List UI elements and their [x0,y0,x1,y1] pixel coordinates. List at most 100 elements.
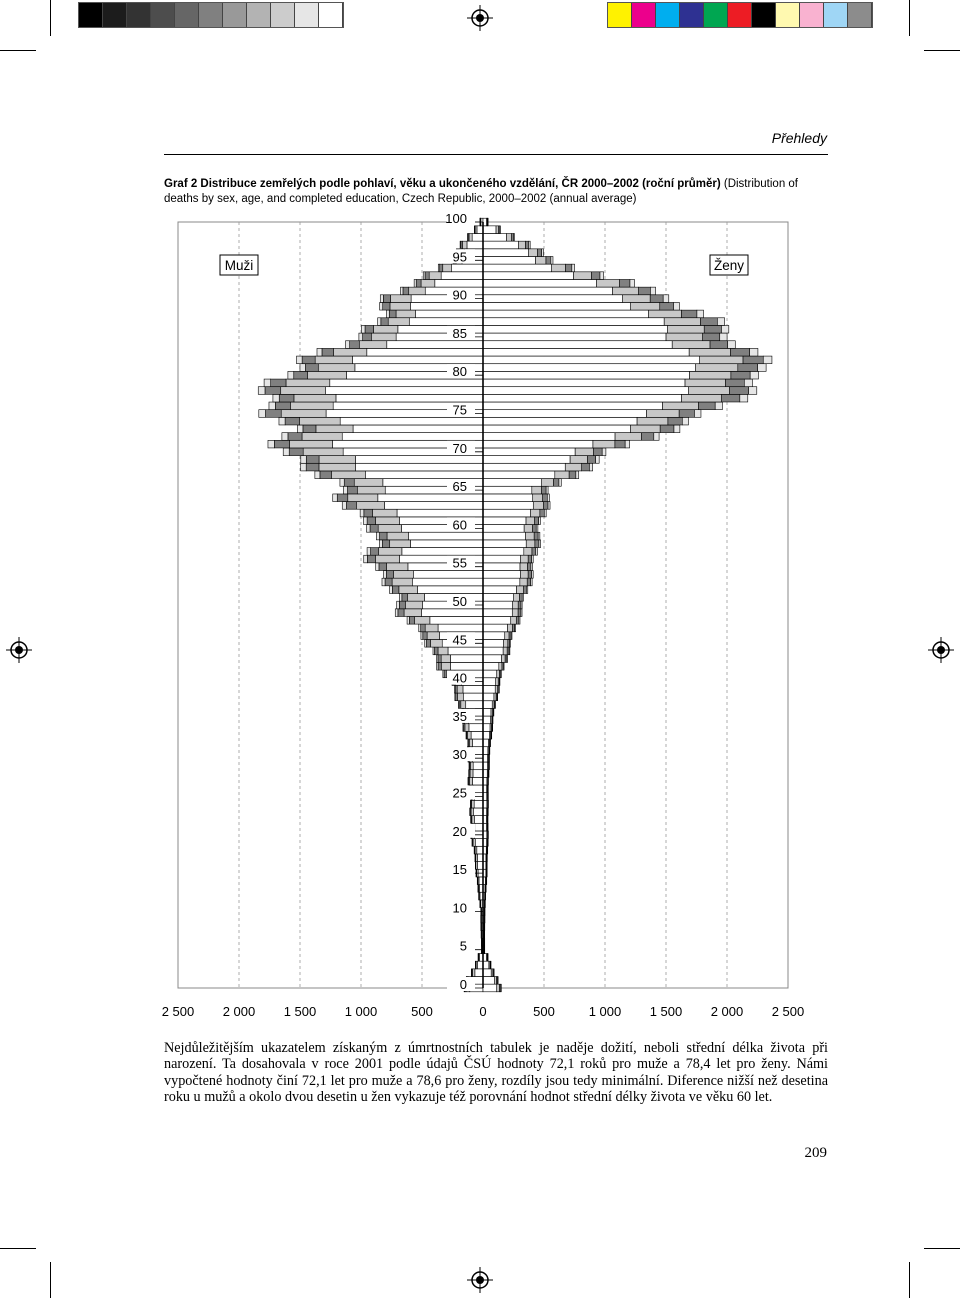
men-bar-segment [464,723,470,732]
women-bar-segment [601,447,607,456]
men-bar-segment [395,309,416,319]
women-bar-segment [695,363,739,372]
men-bar-segment [314,470,321,479]
men-bar-segment [349,340,360,349]
men-bar-segment [480,922,482,931]
women-bar-segment [482,547,525,556]
men-bar-segment [366,524,371,533]
men-bar-segment [366,547,371,556]
x-tick-label: 2 500 [772,1004,805,1019]
y-tick-label-bg [447,670,475,685]
men-bar-segment [386,340,484,349]
women-bar-segment [500,983,502,993]
color-swatch [127,3,151,27]
women-bar-segment [762,355,773,364]
women-bar-segment [482,248,529,257]
men-bar-segment [301,432,343,441]
men-bar-segment [439,263,444,273]
men-bar-segment [470,761,474,770]
women-bar-segment [495,225,499,234]
men-bar-segment [410,302,484,311]
men-bar-segment [383,570,387,579]
men-bar-segment [454,685,456,694]
women-bar-segment [532,524,537,533]
men-bar-segment [442,263,452,273]
men-bar-segment [437,654,442,663]
y-tick-label: 10 [453,900,467,915]
women-bar-segment [482,340,673,349]
body-paragraph: Nejdůležitějším ukazatelem získaným z úm… [164,1040,828,1106]
women-bar-segment [596,279,620,288]
men-bar-segment [285,378,331,387]
men-bar-segment [470,807,474,816]
women-bar-segment [543,501,549,510]
women-bar-segment [541,248,544,257]
men-bar-segment [275,401,291,410]
men-bar-segment [282,447,290,456]
women-bar-segment [482,677,497,686]
women-bar-segment [517,600,522,610]
women-bar-segment [531,486,542,495]
women-bar-segment [482,378,686,387]
men-bar-segment [480,914,482,924]
men-bar-segment [347,486,358,495]
women-bar-segment [494,685,498,694]
men-bar-segment [375,516,400,525]
men-bar-segment [472,968,476,977]
men-bar-segment [383,294,391,303]
men-bar-segment [281,432,289,441]
women-bar-segment [730,348,750,357]
y-tick-label-bg [447,479,475,494]
men-bar-segment [471,968,473,977]
y-tick-label: 60 [453,517,467,532]
women-bar-segment [743,378,753,387]
women-bar-segment [503,639,509,648]
women-bar-segment [721,325,730,334]
women-bar-segment [482,463,566,472]
men-label: Muži [225,258,254,273]
men-bar-segment [473,846,475,855]
women-bar-segment [518,240,526,250]
crop-mark [0,1248,36,1249]
women-bar-segment [575,470,580,479]
women-bar-segment [648,309,682,319]
men-bar-segment [472,769,484,778]
women-bar-segment [641,432,655,441]
men-bar-segment [469,777,473,786]
men-bar-segment [371,332,397,341]
women-bar-segment [659,302,674,311]
women-bar-segment [527,562,532,571]
x-tick-label: 2 000 [223,1004,256,1019]
men-bar-segment [386,531,409,541]
men-bar-segment [450,662,484,671]
y-tick-label-bg [447,632,475,647]
men-bar-segment [270,378,287,387]
men-bar-segment [370,547,379,556]
color-swatch [319,3,343,27]
y-tick-label-bg [447,287,475,302]
men-bar-segment [411,577,484,587]
color-swatch [824,3,848,27]
women-bar-segment [614,432,642,441]
women-bar-segment [482,562,521,571]
men-bar-segment [398,600,406,610]
men-bar-segment [391,577,413,587]
men-bar-segment [363,508,373,518]
women-bar-segment [595,455,600,464]
women-bar-segment [673,302,680,311]
men-bar-segment [469,769,474,778]
women-bar-segment [482,279,597,288]
x-tick-label: 1 500 [284,1004,317,1019]
men-bar-segment [473,800,484,809]
women-bar-segment [558,478,562,487]
men-bar-segment [290,401,334,410]
women-bar-segment [485,884,487,893]
men-bar-segment [297,424,304,433]
women-bar-segment [487,823,489,832]
women-bar-segment [513,233,515,242]
men-bar-segment [421,608,484,617]
men-bar-segment [287,432,303,441]
crop-mark [924,50,960,51]
women-bar-segment [482,623,508,633]
women-bar-segment [525,539,536,548]
